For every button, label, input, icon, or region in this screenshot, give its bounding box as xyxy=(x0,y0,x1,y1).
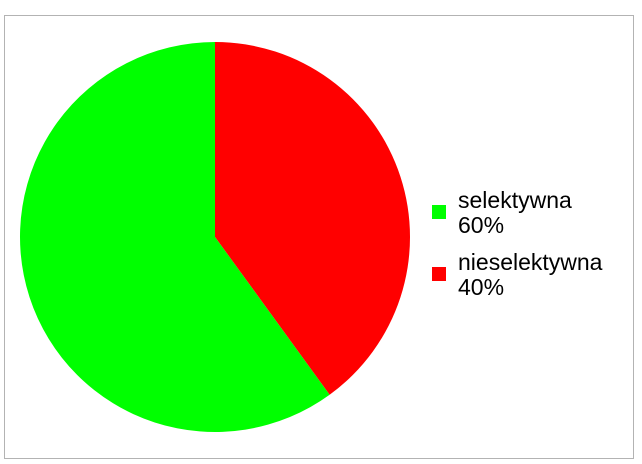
legend-category-selektywna: selektywna xyxy=(458,187,572,213)
legend: selektywna 60% nieselektywna 40% xyxy=(432,188,632,312)
legend-value-nieselektywna: 40% xyxy=(458,274,505,300)
legend-item-selektywna: selektywna 60% xyxy=(432,188,632,250)
legend-label-nieselektywna: nieselektywna 40% xyxy=(458,250,602,300)
legend-category-nieselektywna: nieselektywna xyxy=(458,249,603,275)
legend-item-nieselektywna: nieselektywna 40% xyxy=(432,250,632,312)
legend-swatch-nieselektywna xyxy=(432,267,446,281)
legend-value-selektywna: 60% xyxy=(458,212,505,238)
legend-label-selektywna: selektywna 60% xyxy=(458,188,572,238)
pie-slice-selektywna xyxy=(20,42,330,432)
legend-swatch-selektywna xyxy=(432,205,446,219)
pie-slice-nieselektywna xyxy=(215,42,411,395)
